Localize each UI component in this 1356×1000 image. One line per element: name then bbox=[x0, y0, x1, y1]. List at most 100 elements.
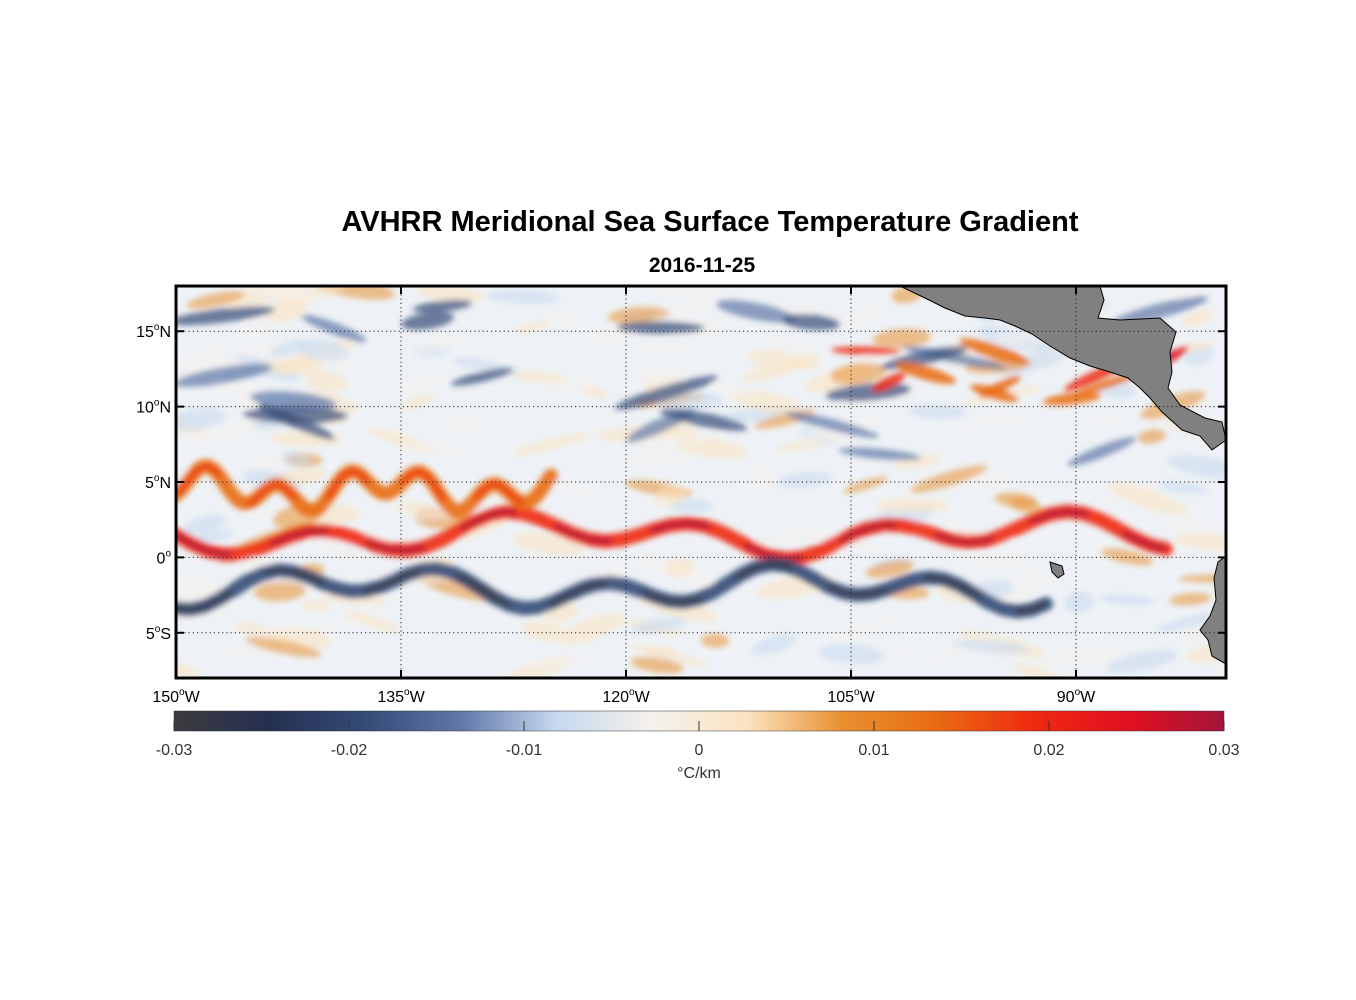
field-texture bbox=[872, 328, 931, 349]
colorbar-ticks: -0.03 -0.02 -0.01 0 0.01 0.02 0.03 bbox=[156, 721, 1240, 759]
field-texture bbox=[1106, 649, 1178, 673]
field-texture bbox=[700, 633, 730, 648]
field-texture bbox=[666, 301, 724, 312]
lat-label: 5oS bbox=[146, 624, 171, 643]
field-texture bbox=[669, 498, 713, 513]
field-texture bbox=[960, 417, 996, 430]
colorbar-tick-label: 0 bbox=[695, 742, 704, 759]
negative-streak bbox=[785, 411, 880, 438]
field-texture bbox=[559, 613, 626, 645]
field-texture bbox=[1181, 310, 1213, 327]
field-texture bbox=[307, 538, 366, 559]
field-texture bbox=[1178, 574, 1226, 583]
lon-label: 135oW bbox=[377, 687, 425, 706]
negative-streak bbox=[1112, 296, 1208, 325]
negative-streak bbox=[412, 299, 473, 313]
field-texture bbox=[710, 382, 754, 399]
field-texture bbox=[486, 289, 560, 305]
field-texture bbox=[1161, 516, 1210, 533]
field-texture bbox=[845, 306, 887, 326]
positive-streak bbox=[895, 362, 957, 384]
field-texture bbox=[405, 333, 472, 355]
field-texture bbox=[875, 498, 950, 513]
negative-streak bbox=[250, 391, 337, 411]
field-texture bbox=[777, 471, 832, 488]
field-texture bbox=[186, 291, 245, 309]
lat-label: 10oN bbox=[136, 398, 171, 417]
field-texture bbox=[1101, 548, 1154, 566]
positive-streak bbox=[959, 338, 1029, 365]
negative-streak bbox=[301, 314, 367, 343]
positive-streak bbox=[871, 372, 906, 393]
field-texture bbox=[1107, 482, 1188, 516]
field-texture bbox=[302, 600, 331, 612]
field-texture bbox=[295, 339, 349, 361]
field-texture bbox=[266, 299, 308, 323]
field-texture bbox=[643, 286, 721, 300]
field-texture bbox=[752, 633, 797, 655]
field-texture bbox=[743, 527, 825, 548]
lat-label: 5oN bbox=[145, 473, 171, 492]
field-texture bbox=[304, 370, 349, 392]
sst-gradient-field bbox=[176, 286, 1226, 678]
field-texture bbox=[818, 644, 885, 665]
field-texture bbox=[545, 378, 597, 396]
field-texture bbox=[631, 656, 684, 674]
colorbar-tick-label: 0.01 bbox=[858, 742, 889, 759]
gradient-band-core bbox=[176, 508, 1167, 562]
field-texture bbox=[255, 453, 289, 470]
field-texture bbox=[518, 653, 589, 670]
colorbar-tick-label: 0.02 bbox=[1033, 742, 1064, 759]
longitude-labels: 150oW 135oW 120oW 105oW 90oW bbox=[152, 687, 1096, 706]
field-texture bbox=[1137, 429, 1166, 444]
field-texture bbox=[631, 365, 685, 387]
negative-streak bbox=[176, 306, 275, 326]
field-texture bbox=[631, 616, 688, 635]
field-texture bbox=[1099, 594, 1156, 606]
field-texture bbox=[1174, 532, 1226, 551]
field-texture bbox=[416, 286, 486, 303]
field-texture bbox=[343, 611, 401, 632]
negative-streak bbox=[614, 375, 718, 410]
field-texture bbox=[1157, 481, 1209, 494]
lat-label: 15oN bbox=[136, 322, 171, 341]
field-texture bbox=[193, 530, 235, 543]
field-texture bbox=[281, 451, 311, 467]
field-texture bbox=[638, 341, 686, 354]
field-texture bbox=[257, 622, 307, 635]
field-texture bbox=[865, 560, 914, 579]
field-texture bbox=[544, 310, 573, 328]
field-texture bbox=[748, 348, 794, 367]
field-texture bbox=[749, 465, 780, 489]
field-texture bbox=[910, 465, 988, 493]
field-texture bbox=[953, 639, 1030, 654]
field-texture bbox=[642, 645, 675, 654]
colorbar-units: °C/km bbox=[677, 765, 721, 782]
galapagos-islands bbox=[1049, 561, 1065, 579]
field-texture bbox=[511, 433, 590, 456]
lat-label: 0o bbox=[157, 548, 172, 567]
field-texture bbox=[447, 413, 485, 435]
field-texture bbox=[592, 563, 634, 579]
figure-title: AVHRR Meridional Sea Surface Temperature… bbox=[341, 206, 1079, 238]
field-texture bbox=[184, 514, 227, 536]
central-america-land bbox=[899, 286, 1226, 451]
colorbar-tick-label: 0.03 bbox=[1208, 742, 1239, 759]
field-texture bbox=[453, 518, 508, 540]
field-texture bbox=[995, 572, 1051, 602]
field-texture bbox=[240, 318, 272, 340]
field-texture bbox=[311, 618, 362, 633]
field-texture bbox=[830, 362, 887, 385]
field-texture bbox=[1064, 591, 1094, 614]
positive-streak bbox=[970, 384, 1019, 402]
field-texture bbox=[514, 320, 552, 334]
field-texture bbox=[401, 372, 444, 393]
lon-label: 105oW bbox=[827, 687, 875, 706]
field-texture bbox=[245, 636, 322, 658]
negative-streak bbox=[659, 408, 748, 431]
negative-streak bbox=[258, 404, 335, 440]
field-texture bbox=[401, 441, 468, 459]
field-texture bbox=[650, 451, 687, 466]
field-texture bbox=[674, 437, 748, 459]
field-texture bbox=[1087, 416, 1130, 426]
